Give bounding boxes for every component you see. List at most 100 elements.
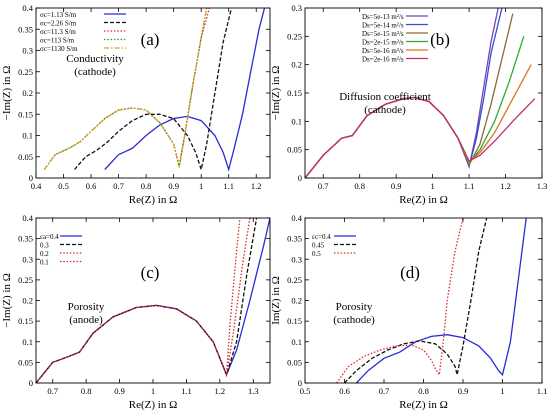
y-tick-label: 0.15 — [287, 88, 302, 98]
y-tick-label: 0.05 — [287, 145, 302, 155]
x-axis-label: Re(Z) in Ω — [129, 194, 178, 206]
series-line-d-2 — [336, 218, 464, 383]
series-group — [36, 218, 270, 383]
legend: Ds=5e-13 m²/sDs=5e-14 m²/sDs=5e-15 m²/sD… — [362, 13, 428, 64]
legend: εc=0.40.450.5 — [312, 233, 356, 258]
panel-b: 0.7 0.8 0.9 1 1.1 1.2 1.3 0 0.05 0.1 0.15 0.2 0.25 0.… — [270, 3, 547, 206]
legend-entry-label: Ds=2e-16 m²/s — [362, 56, 404, 64]
legend-entry-label: σc=113 S/m — [40, 37, 75, 45]
x-tick-label: 0.6 — [86, 181, 97, 191]
series-line-c-3 — [36, 218, 241, 383]
series-line-a-0 — [104, 8, 266, 172]
y-axis-label: Im(Z) in Ω — [270, 276, 282, 325]
y-axis-label: −Im(Z) in Ω — [1, 66, 13, 121]
y-tick-label: 0.4 — [291, 213, 302, 223]
legend-entry-label: σc=1130 S/m — [40, 45, 78, 53]
x-tick-label: 0.8 — [81, 386, 92, 396]
x-tick-label: 1.2 — [500, 181, 511, 191]
y-tick-label: 0.15 — [287, 316, 302, 326]
y-axis-label: −Im(Z) in Ω — [270, 66, 282, 121]
y-tick-label: 0.2 — [291, 60, 302, 70]
legend-entry-label: 0.3 — [40, 242, 49, 250]
x-tick-label: 1.3 — [537, 181, 548, 191]
x-tick-label: 1 — [199, 181, 203, 191]
legend-entry-label: σc=1.13 S/m — [40, 11, 77, 19]
panel-annotation: Porosity — [336, 301, 373, 313]
y-tick-label: 0.25 — [287, 275, 302, 285]
x-tick-label: 0.7 — [379, 386, 390, 396]
x-tick-label: 1 — [500, 386, 504, 396]
legend-entry-label: 0.1 — [40, 259, 49, 267]
y-tick-label: 0.05 — [18, 357, 33, 367]
x-tick-label: 1.1 — [181, 386, 192, 396]
y-tick-label: 0.05 — [18, 152, 33, 162]
x-tick-label: 0.8 — [141, 181, 152, 191]
y-tick-label: 0.35 — [18, 24, 33, 34]
y-tick-label: 0.1 — [291, 337, 302, 347]
y-tick-label: 0.3 — [22, 46, 33, 56]
y-tick-label: 0.1 — [22, 337, 33, 347]
x-tick-label: 1.1 — [223, 181, 234, 191]
x-axis-label: Re(Z) in Ω — [399, 194, 448, 206]
legend-entry-label: σc=11.3 S/m — [40, 28, 76, 36]
x-tick-label: 0.9 — [114, 386, 125, 396]
y-tick-label: 0 — [298, 378, 302, 388]
panel-annotation: Porosity — [68, 301, 105, 313]
x-tick-label: 1 — [430, 181, 434, 191]
y-tick-label: 0 — [29, 173, 33, 183]
x-tick-label: 1.2 — [215, 386, 226, 396]
x-tick-label: 0.8 — [418, 386, 429, 396]
panel-annotation: (cathode) — [333, 314, 375, 326]
legend-entry-label: Ds=2e-15 m²/s — [362, 39, 404, 47]
x-tick-label: 1.2 — [251, 181, 262, 191]
x-tick-label: 0.9 — [168, 181, 179, 191]
y-tick-label: 0.2 — [22, 296, 33, 306]
panel-d: 0.5 0.6 0.7 0.8 0.9 1 1.1 0 0.05 0.1 0.15 0.2 0.25 0.… — [270, 213, 547, 411]
series-line-a-4 — [43, 8, 208, 170]
x-axis-label: Re(Z) in Ω — [129, 399, 178, 411]
y-tick-label: 0 — [298, 173, 302, 183]
panel-annotation: (cathode) — [364, 104, 406, 116]
x-tick-label: 0.5 — [58, 181, 69, 191]
x-tick-label: 0.6 — [339, 386, 350, 396]
x-tick-label: 0.7 — [113, 181, 124, 191]
y-tick-label: 0.25 — [18, 67, 33, 77]
series-line-b-5 — [305, 96, 536, 178]
series-line-d-1 — [344, 218, 488, 383]
legend-entry-label: Ds=5e-14 m²/s — [362, 22, 404, 30]
y-tick-label: 0.2 — [22, 88, 33, 98]
x-tick-label: 0.4 — [31, 181, 42, 191]
x-tick-label: 1.3 — [248, 386, 259, 396]
y-tick-label: 0.35 — [287, 234, 302, 244]
panel-annotation: Conductivity — [66, 53, 124, 65]
legend-entry-label: Ds=5e-15 m²/s — [362, 30, 404, 38]
series-line-b-4 — [305, 64, 532, 178]
y-tick-label: 0.4 — [22, 3, 33, 13]
x-tick-label: 1.1 — [537, 386, 548, 396]
panel-label: (a) — [141, 30, 160, 49]
series-group — [43, 8, 266, 173]
series-line-a-1 — [74, 8, 233, 173]
x-tick-label: 1 — [151, 386, 155, 396]
panel-annotation: (cathode) — [74, 66, 116, 78]
panel-c: 0.7 0.8 0.9 1 1.1 1.2 1.3 0 0.05 0.1 0.15 0.2 0.25 0.… — [1, 213, 271, 411]
legend-entry-label: εc=0.4 — [312, 233, 331, 241]
x-tick-label: 0.9 — [391, 181, 402, 191]
x-tick-label: 1.1 — [464, 181, 475, 191]
panel-annotation: (anode) — [69, 314, 103, 326]
panel-a: 0.4 0.5 0.6 0.7 0.8 0.9 1 1.1 1.2 0 0.05 0.1 0.15 0.2… — [1, 3, 271, 206]
y-tick-label: 0.1 — [291, 116, 302, 126]
panel-label: (d) — [400, 263, 420, 282]
y-tick-label: 0.25 — [18, 275, 33, 285]
x-tick-label: 0.7 — [318, 181, 329, 191]
panel-label: (c) — [141, 263, 160, 282]
legend-entry-label: εa=0.4 — [40, 233, 59, 241]
y-tick-label: 0.25 — [287, 31, 302, 41]
y-tick-label: 0.1 — [22, 131, 33, 141]
x-tick-label: 0.5 — [300, 386, 311, 396]
legend-entry-label: Ds=5e-16 m²/s — [362, 47, 404, 55]
y-tick-label: 0.3 — [291, 254, 302, 264]
y-tick-label: 0.05 — [287, 357, 302, 367]
y-tick-label: 0.2 — [291, 296, 302, 306]
